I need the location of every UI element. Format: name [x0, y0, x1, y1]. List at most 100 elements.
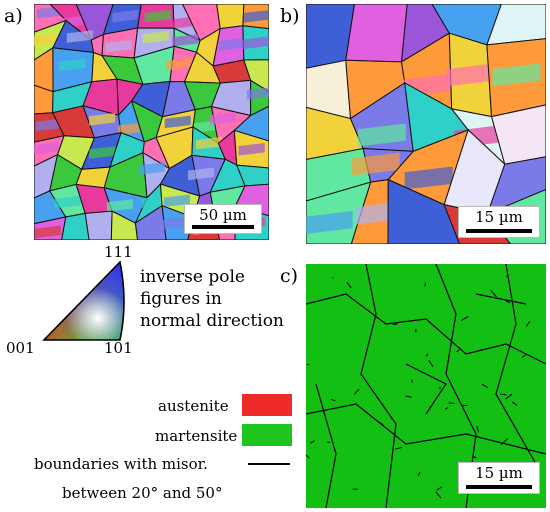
boundary-fragment — [327, 441, 331, 444]
grain-boundary — [475, 293, 527, 305]
scale-bar-a-bar — [192, 225, 254, 229]
grain — [486, 4, 546, 46]
grain-texture — [243, 10, 269, 23]
grain-boundary — [306, 293, 546, 365]
boundary-fragment — [425, 353, 429, 357]
grain-boundary — [435, 264, 477, 508]
boundary-fragment — [411, 379, 414, 383]
scale-bar-c-bar — [466, 485, 532, 489]
grain-texture — [144, 9, 171, 23]
grain-boundary — [495, 264, 537, 465]
grain-texture — [142, 30, 169, 44]
grain — [490, 104, 546, 165]
legend-boundary-label-line2: between 20° and 50° — [62, 484, 223, 502]
grain-texture — [172, 33, 199, 47]
boundary-fragment — [395, 446, 403, 450]
grain-texture — [238, 142, 265, 156]
boundary-fragment — [525, 321, 531, 327]
ipf-triangle — [42, 260, 125, 341]
boundary-fragment — [521, 353, 528, 358]
boundary-fragment — [377, 420, 385, 426]
grain-texture — [164, 115, 191, 129]
ipf-caption-line1: inverse pole — [140, 267, 245, 287]
legend-austenite-label: austenite — [158, 397, 229, 415]
boundary-fragment — [417, 471, 421, 477]
grain-texture — [166, 57, 193, 71]
boundary-fragment — [405, 395, 412, 398]
scale-bar-c: 15 µm — [458, 462, 540, 494]
grain — [84, 210, 113, 240]
boundary-fragment — [481, 383, 489, 389]
grain-texture — [446, 63, 495, 87]
panel-label-b: b) — [280, 5, 300, 27]
grain-boundary — [315, 383, 337, 508]
ipf-label-111: 111 — [104, 243, 133, 261]
grain — [243, 59, 269, 93]
grain — [486, 156, 546, 215]
ebsd-map-a: 50 µm — [34, 4, 269, 240]
boundary-fragment — [436, 486, 443, 491]
boundary-fragment — [476, 426, 480, 433]
legend-boundary-line — [248, 463, 290, 465]
ebsd-map-b: 15 µm — [306, 4, 546, 244]
boundary-fragment — [392, 323, 398, 326]
grain-texture — [161, 216, 188, 230]
boundary-fragment — [511, 401, 518, 406]
ipf-caption-line2: figures in — [140, 289, 222, 309]
grain-texture — [306, 211, 353, 234]
grain-texture — [59, 58, 86, 72]
grain-texture — [34, 33, 57, 46]
grain-texture — [357, 123, 406, 147]
grain-texture — [218, 37, 246, 51]
grain-texture — [34, 225, 61, 239]
panel-label-a: a) — [4, 5, 23, 27]
grain — [134, 204, 167, 240]
grain-texture — [34, 142, 59, 155]
grain-texture — [209, 112, 236, 125]
grain-texture — [187, 167, 215, 181]
grain-texture — [105, 39, 132, 53]
grain-boundary — [405, 363, 447, 415]
grain-texture — [351, 152, 400, 176]
legend-martensite-label: martensite — [155, 427, 238, 445]
grain — [235, 164, 269, 187]
boundary-fragment — [500, 393, 507, 396]
boundary-fragment — [504, 393, 513, 400]
boundary-fragment — [501, 437, 509, 445]
boundary-fragment — [460, 316, 469, 321]
ebsd-map-a-image — [34, 4, 269, 240]
scale-bar-a-label: 50 µm — [199, 206, 247, 224]
grain — [345, 4, 408, 63]
ipf-label-101: 101 — [104, 339, 133, 357]
boundary-fragment — [456, 349, 460, 353]
grain — [61, 212, 90, 240]
boundary-fragment — [310, 440, 316, 444]
boundary-fragment — [504, 299, 511, 304]
grain-texture — [66, 30, 93, 43]
legend-austenite-swatch — [242, 394, 292, 416]
grain-boundary — [360, 264, 397, 508]
grain-texture — [112, 9, 139, 23]
legend-boundary-label-line1: boundaries with misor. — [34, 455, 208, 473]
boundary-fragment — [435, 491, 442, 499]
grain-texture — [163, 194, 190, 208]
grain — [387, 178, 461, 244]
boundary-fragment — [346, 281, 352, 289]
scale-bar-b-bar — [466, 229, 532, 233]
grain-boundary — [306, 403, 546, 455]
scale-bar-a: 50 µm — [184, 204, 262, 234]
scale-bar-b-label: 15 µm — [475, 208, 523, 226]
boundary-fragment — [306, 363, 310, 366]
boundary-fragment — [490, 290, 497, 298]
grain-texture — [54, 195, 81, 209]
scale-bar-c-label: 15 µm — [475, 464, 523, 482]
boundary-fragment — [505, 273, 509, 278]
grain-texture — [242, 36, 269, 50]
boundary-fragment — [439, 386, 441, 389]
grain — [110, 210, 139, 240]
boundary-fragment — [448, 402, 455, 404]
grain-texture — [404, 166, 453, 190]
boundary-fragment — [444, 407, 449, 410]
grain-texture — [246, 87, 269, 100]
grain-texture — [36, 118, 63, 132]
